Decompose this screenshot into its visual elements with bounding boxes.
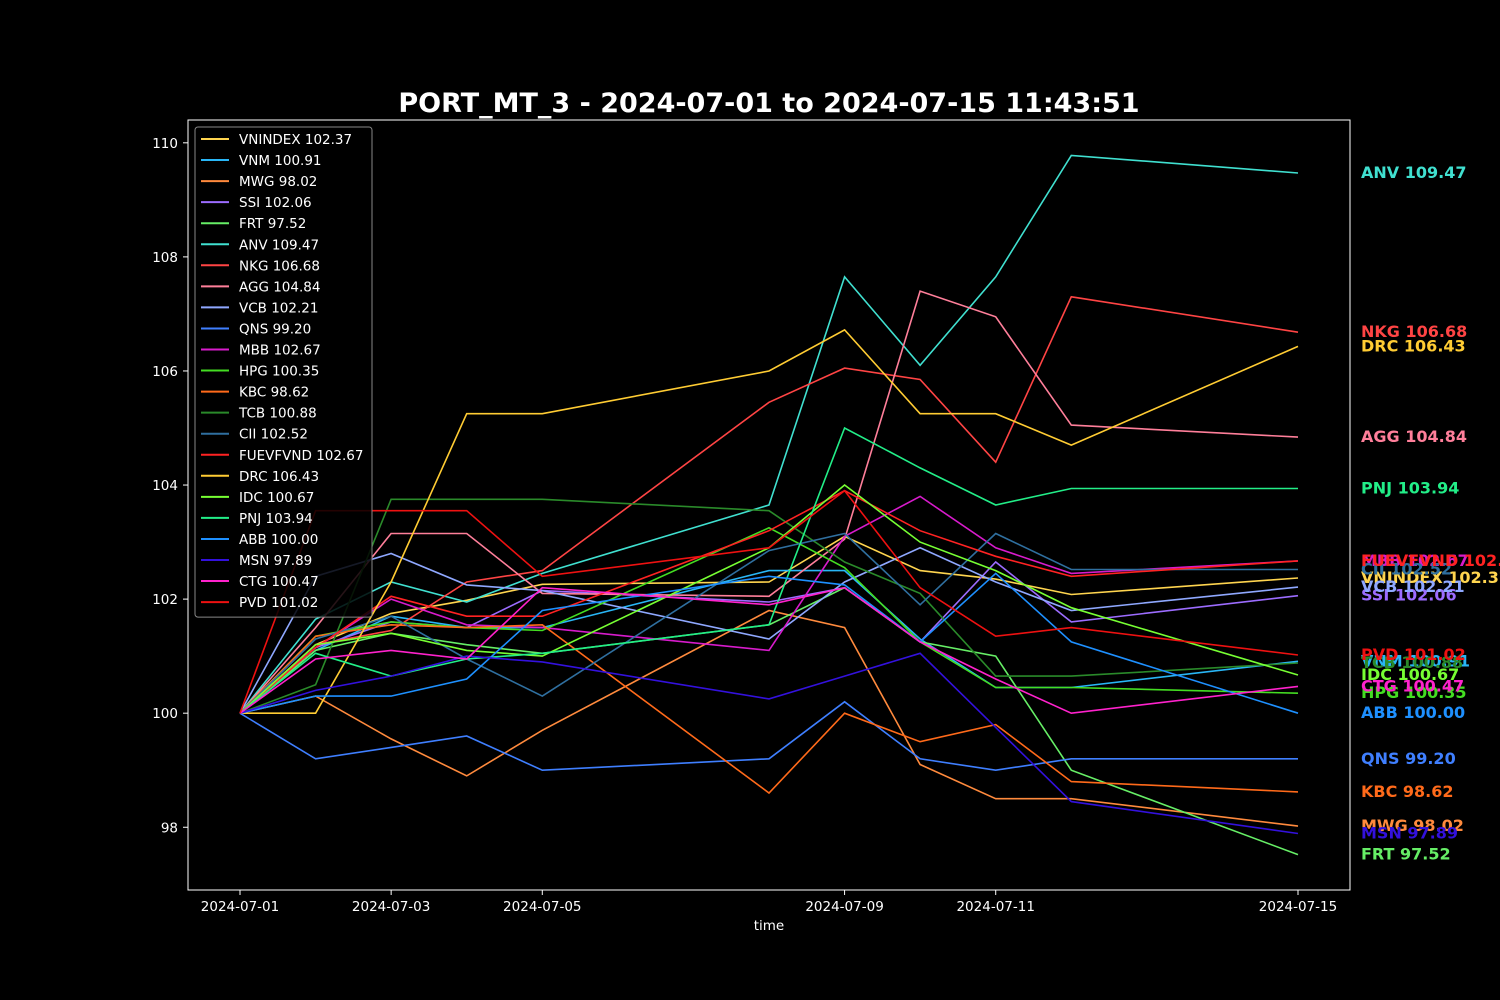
y-tick-label: 104 xyxy=(152,478,178,494)
end-label-idc: IDC 100.67 xyxy=(1361,665,1459,684)
plot-frame xyxy=(187,119,1351,891)
end-label-pvd: PVD 101.02 xyxy=(1361,645,1466,664)
legend-entry-pnj: PNJ 103.94 xyxy=(239,511,313,527)
y-tick-label: 98 xyxy=(161,820,178,836)
end-label-agg: AGG 104.84 xyxy=(1361,427,1467,446)
legend-entry-msn: MSN 97.89 xyxy=(239,553,312,569)
series-line-abb xyxy=(239,572,1299,714)
legend-entry-kbc: KBC 98.62 xyxy=(239,385,309,401)
end-label-ssi: SSI 102.06 xyxy=(1361,586,1457,605)
x-axis-label: time xyxy=(754,918,785,934)
series-line-drc xyxy=(240,328,1299,715)
legend-entry-ssi: SSI 102.06 xyxy=(239,195,312,211)
legend-entry-abb: ABB 100.00 xyxy=(239,532,318,548)
y-tick-label: 102 xyxy=(152,592,178,608)
end-labels: VNINDEX 102.37 VNM 100.91 MWG 98.02 SSI 102… xyxy=(1361,163,1500,864)
legend-entry-fuevfvnd: FUEVFVND 102.67 xyxy=(239,448,363,464)
x-tick-label: 2024-07-03 xyxy=(352,899,430,915)
end-label-fuevfvnd: FUEVFVND 102.67 xyxy=(1361,551,1500,570)
legend-entry-qns: QNS 99.20 xyxy=(239,321,311,337)
end-label-cii: CII 102.52 xyxy=(1361,559,1452,578)
end-label-pnj: PNJ 103.94 xyxy=(1361,478,1459,497)
series-line-mwg xyxy=(239,609,1299,827)
legend-entry-agg: AGG 104.84 xyxy=(239,279,320,295)
series-line-cii xyxy=(239,532,1298,714)
legend-entry-cii: CII 102.52 xyxy=(239,427,308,443)
x-tick-label: 2024-07-05 xyxy=(503,899,581,915)
series-line-ssi xyxy=(239,560,1299,714)
end-label-abb: ABB 100.00 xyxy=(1361,703,1465,722)
legend: VNINDEX 102.37 VNM 100.91 MWG 98.02 SSI 102… xyxy=(194,126,373,618)
end-label-frt: FRT 97.52 xyxy=(1361,845,1451,864)
legend-entry-hpg: HPG 100.35 xyxy=(239,364,319,380)
end-label-vnm: VNM 100.91 xyxy=(1361,651,1470,670)
y-axis: 98 100 102 104 106 108 110 xyxy=(152,136,188,836)
legend-entry-pvd: PVD 101.02 xyxy=(239,595,318,611)
x-axis: 2024-07-01 2024-07-03 2024-07-05 2024-07-09… xyxy=(201,890,1337,915)
end-label-hpg: HPG 100.35 xyxy=(1361,683,1467,702)
end-label-msn: MSN 97.89 xyxy=(1361,824,1458,843)
legend-entry-tcb: TCB 100.88 xyxy=(238,406,317,422)
legend-entry-vcb: VCB 102.21 xyxy=(239,300,318,316)
series-line-ctg xyxy=(239,586,1299,715)
series-line-pnj xyxy=(239,426,1298,714)
legend-entry-mwg: MWG 98.02 xyxy=(239,174,317,190)
legend-entry-nkg: NKG 106.68 xyxy=(239,258,320,274)
legend-box xyxy=(194,126,373,618)
x-tick-label: 2024-07-01 xyxy=(201,899,279,915)
legend-entry-vnm: VNM 100.91 xyxy=(239,153,322,169)
end-label-nkg: NKG 106.68 xyxy=(1361,322,1467,341)
y-tick-label: 110 xyxy=(152,136,178,152)
x-tick-label: 2024-07-15 xyxy=(1259,899,1337,915)
x-tick-label: 2024-07-11 xyxy=(956,899,1034,915)
series-line-nkg xyxy=(239,295,1299,714)
end-label-vnindex: VNINDEX 102.37 xyxy=(1361,568,1500,587)
y-tick-label: 108 xyxy=(152,250,178,266)
end-label-qns: QNS 99.20 xyxy=(1361,749,1456,768)
end-label-drc: DRC 106.43 xyxy=(1361,336,1466,355)
legend-entry-anv: ANV 109.47 xyxy=(239,237,319,253)
series-line-qns xyxy=(239,700,1298,772)
end-label-mwg: MWG 98.02 xyxy=(1361,816,1464,835)
x-tick-label: 2024-07-09 xyxy=(805,899,883,915)
y-tick-label: 100 xyxy=(152,706,178,722)
y-tick-label: 106 xyxy=(152,364,178,380)
legend-entry-frt: FRT 97.52 xyxy=(239,216,306,232)
legend-entry-drc: DRC 106.43 xyxy=(239,469,319,485)
series-line-kbc xyxy=(239,623,1299,795)
end-label-tcb: TCB 100.88 xyxy=(1361,653,1463,672)
end-label-ctg: CTG 100.47 xyxy=(1361,676,1464,695)
end-label-vcb: VCB 102.21 xyxy=(1361,577,1465,596)
legend-entry-ctg: CTG 100.47 xyxy=(239,574,319,590)
end-label-anv: ANV 109.47 xyxy=(1361,163,1466,182)
end-label-mbb: MBB 102.67 xyxy=(1361,551,1469,570)
end-label-kbc: KBC 98.62 xyxy=(1361,782,1454,801)
chart-title: PORT_MT_3 - 2024-07-01 to 2024-07-15 11:… xyxy=(398,88,1139,119)
legend-entry-vnindex: VNINDEX 102.37 xyxy=(239,132,352,148)
legend-entry-idc: IDC 100.67 xyxy=(239,490,314,506)
legend-entry-mbb: MBB 102.67 xyxy=(239,343,321,359)
series-line-msn xyxy=(239,652,1299,835)
